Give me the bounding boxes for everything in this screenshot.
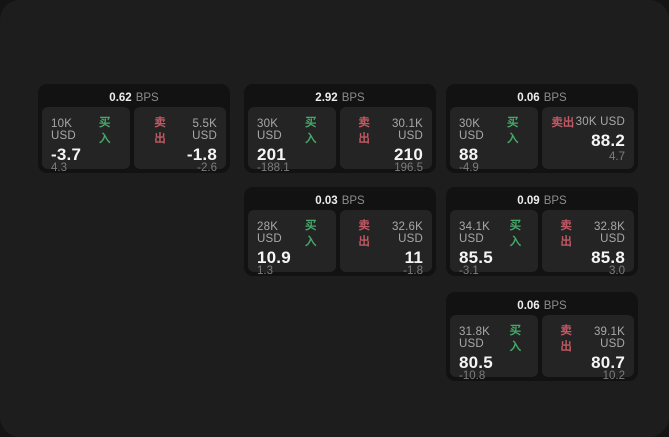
sell-label: 卖出 xyxy=(560,325,572,353)
spread-unit: BPS xyxy=(341,91,365,104)
sell-price: 11 xyxy=(404,248,423,267)
quote-card[interactable]: 0.06 BPS 31.8K USD 买入 80.5 -10.8 卖出 39.1… xyxy=(446,292,638,382)
buy-panel[interactable]: 34.1K USD 买入 85.5 -3.1 xyxy=(450,210,539,277)
buy-panel[interactable]: 30K USD 买入 201 -188.1 xyxy=(248,107,337,174)
sell-panel[interactable]: 卖出 5.5K USD -1.8 -2.6 xyxy=(134,107,226,174)
sell-delta: 3.0 xyxy=(609,265,625,277)
spread-value: 0.09 xyxy=(517,194,540,207)
quote-card[interactable]: 0.09 BPS 34.1K USD 买入 85.5 -3.1 卖出 32.8K… xyxy=(446,187,638,277)
buy-panel[interactable]: 10K USD 买入 -3.7 4.3 xyxy=(42,107,131,174)
quote-card[interactable]: 2.92 BPS 30K USD 买入 201 -188.1 卖出 30.1K … xyxy=(244,84,436,174)
sell-amount: 5.5K USD xyxy=(192,118,217,142)
spread-value: 0.62 xyxy=(109,91,132,104)
spread-unit: BPS xyxy=(543,299,567,312)
spread-unit: BPS xyxy=(341,194,365,207)
buy-panel[interactable]: 28K USD 买入 10.9 1.3 xyxy=(248,210,337,277)
sell-amount: 32.8K USD xyxy=(593,221,625,245)
sell-panel[interactable]: 卖出 39.1K USD 80.7 10.2 xyxy=(542,315,634,382)
sell-amount: 32.6K USD xyxy=(391,221,423,245)
buy-amount: 30K USD xyxy=(257,118,282,142)
buy-label: 买入 xyxy=(506,117,519,145)
sell-amount: 39.1K USD xyxy=(593,326,625,350)
quote-card[interactable]: 0.06 BPS 30K USD 买入 88 -4.9 卖出 30K USD 8… xyxy=(446,84,638,174)
buy-price: 201 xyxy=(257,145,286,164)
sell-panel[interactable]: 卖出 32.8K USD 85.8 3.0 xyxy=(542,210,634,277)
spread-value: 0.06 xyxy=(517,91,540,104)
spread-header: 0.06 BPS xyxy=(450,296,634,315)
sell-delta: 196.5 xyxy=(394,162,423,174)
sell-delta: 10.2 xyxy=(602,370,625,382)
buy-price: 10.9 xyxy=(257,248,291,267)
buy-price: 88 xyxy=(459,145,479,164)
buy-label: 买入 xyxy=(304,220,317,248)
buy-price: 85.5 xyxy=(459,248,493,267)
buy-panel[interactable]: 31.8K USD 买入 80.5 -10.8 xyxy=(450,315,539,382)
buy-amount: 10K USD xyxy=(51,118,76,142)
spread-header: 2.92 BPS xyxy=(248,88,432,107)
sell-label: 卖出 xyxy=(358,220,370,248)
buy-delta: 4.3 xyxy=(51,162,67,174)
sell-label: 卖出 xyxy=(358,117,370,145)
buy-label: 买入 xyxy=(509,220,522,248)
sell-amount: 30.1K USD xyxy=(391,118,423,142)
buy-amount: 34.1K USD xyxy=(459,221,491,245)
sell-price: 210 xyxy=(394,145,423,164)
quote-card[interactable]: 0.03 BPS 28K USD 买入 10.9 1.3 卖出 32.6K US… xyxy=(244,187,436,277)
spread-unit: BPS xyxy=(135,91,159,104)
buy-label: 买入 xyxy=(98,117,111,145)
spread-unit: BPS xyxy=(543,91,567,104)
sell-delta: -2.6 xyxy=(197,162,217,174)
spread-value: 2.92 xyxy=(315,91,338,104)
buy-price: 80.5 xyxy=(459,353,493,372)
buy-amount: 31.8K USD xyxy=(459,326,491,350)
buy-amount: 30K USD xyxy=(459,118,484,142)
spread-value: 0.06 xyxy=(517,299,540,312)
buy-amount: 28K USD xyxy=(257,221,282,245)
buy-delta: 1.3 xyxy=(257,265,273,277)
sell-label: 卖出 xyxy=(560,220,572,248)
sell-delta: 4.7 xyxy=(609,150,625,163)
buy-label: 买入 xyxy=(509,325,522,353)
buy-delta: -10.8 xyxy=(459,370,486,382)
sell-price: 88.2 xyxy=(591,131,625,151)
sell-price: 85.8 xyxy=(591,248,625,267)
spread-header: 0.03 BPS xyxy=(248,191,432,210)
sell-panel[interactable]: 卖出 30.1K USD 210 196.5 xyxy=(340,107,432,174)
sell-panel[interactable]: 卖出 30K USD 88.2 4.7 xyxy=(542,107,634,169)
spread-unit: BPS xyxy=(543,194,567,207)
buy-delta: -3.1 xyxy=(459,265,479,277)
sell-amount: 30K USD xyxy=(575,116,625,128)
spread-header: 0.62 BPS xyxy=(42,88,226,107)
quote-card[interactable]: 0.62 BPS 10K USD 买入 -3.7 4.3 卖出 5.5K USD… xyxy=(38,84,230,174)
buy-price: -3.7 xyxy=(51,145,82,164)
spread-header: 0.06 BPS xyxy=(450,88,634,107)
buy-panel[interactable]: 30K USD 买入 88 -4.9 xyxy=(450,107,539,174)
spread-header: 0.09 BPS xyxy=(450,191,634,210)
buy-label: 买入 xyxy=(304,117,317,145)
sell-panel[interactable]: 卖出 32.6K USD 11 -1.8 xyxy=(340,210,432,277)
sell-delta: -1.8 xyxy=(403,265,423,277)
sell-label: 卖出 xyxy=(154,117,166,145)
sell-label: 卖出 xyxy=(551,117,575,129)
sell-price: 80.7 xyxy=(591,353,625,372)
buy-delta: -4.9 xyxy=(459,162,479,174)
sell-price: -1.8 xyxy=(186,145,217,164)
buy-delta: -188.1 xyxy=(257,162,290,174)
spread-value: 0.03 xyxy=(315,194,338,207)
